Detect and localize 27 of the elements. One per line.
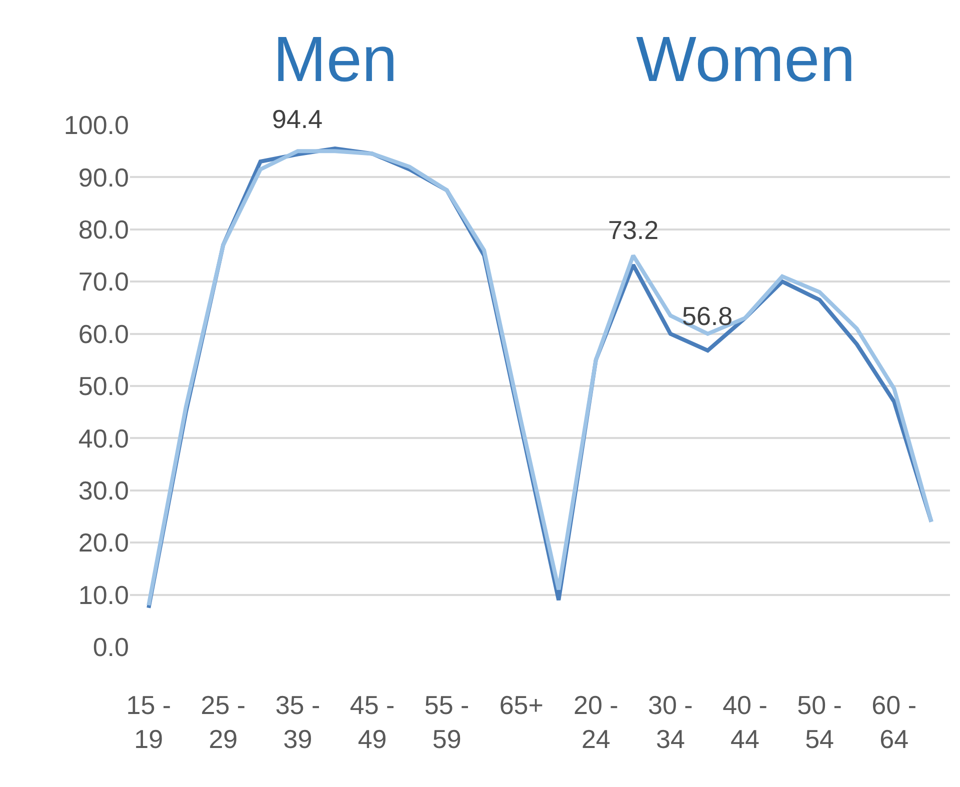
y-tick-label: 40.0 [78, 423, 129, 454]
x-tick-label: 65+ [499, 690, 544, 720]
x-tick-label: 25 - 29 [200, 690, 246, 754]
x-tick-label: 60 - 64 [872, 690, 916, 754]
x-tick-label: 40 - 44 [722, 690, 768, 754]
data-label: 94.4 [272, 104, 323, 134]
y-tick-label: 90.0 [78, 162, 129, 192]
y-tick-label: 20.0 [78, 528, 129, 558]
data-label: 56.8 [682, 301, 733, 331]
y-tick-label: 50.0 [78, 371, 129, 402]
x-tick-label: 55 - 59 [424, 690, 470, 754]
y-tick-label: 0.0 [92, 632, 129, 662]
y-tick-label: 10.0 [78, 580, 129, 610]
y-tick-label: 60.0 [78, 318, 129, 349]
x-tick-label: 20 - 24 [574, 690, 618, 754]
x-tick-label: 15 - 19 [126, 690, 172, 754]
y-tick-label: 70.0 [78, 266, 129, 297]
text: Men [273, 23, 398, 95]
x-tick-label: 50 - 54 [797, 690, 842, 754]
x-tick-label: 30 - 34 [648, 690, 693, 754]
x-tick-label: 45 - 49 [350, 690, 395, 754]
x-tick-label: 35 - 39 [275, 690, 320, 754]
y-tick-label: 80.0 [78, 214, 129, 244]
y-tick-label: 100.0 [64, 110, 129, 140]
y-tick-label: 30.0 [78, 476, 129, 506]
data-label: 73.2 [608, 215, 659, 245]
text: Women [636, 23, 856, 95]
